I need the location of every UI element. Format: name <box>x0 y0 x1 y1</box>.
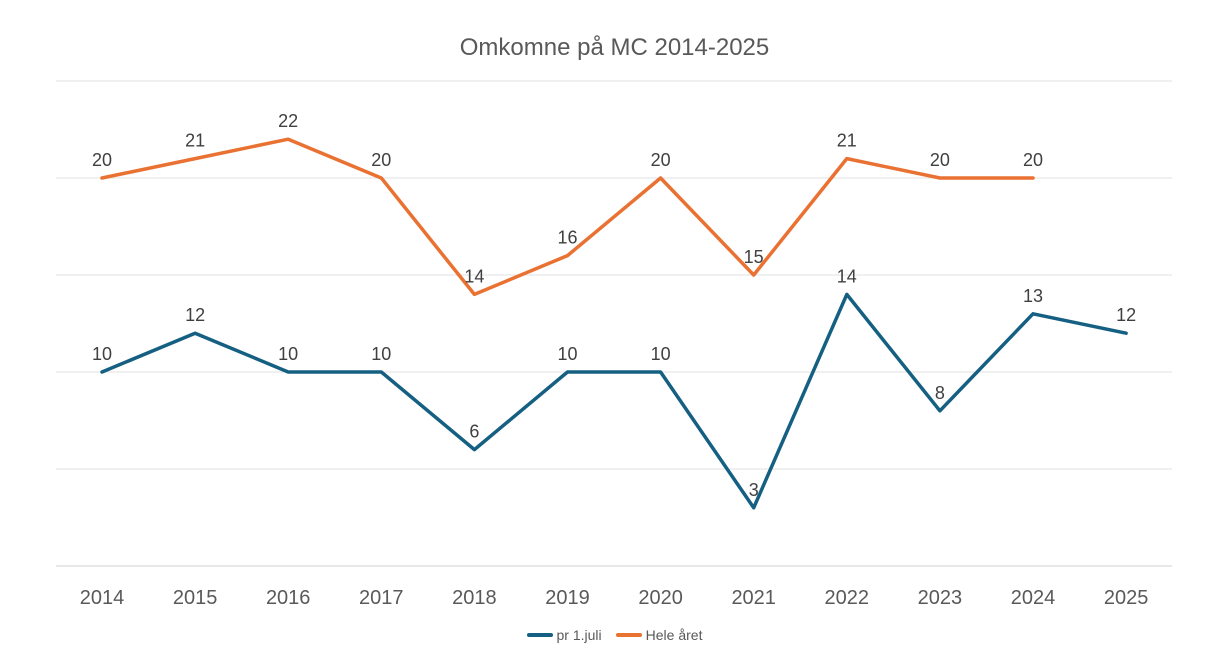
data-label: 22 <box>278 111 298 131</box>
legend-item-hele-aret[interactable]: Hele året <box>615 627 703 643</box>
x-tick-label: 2024 <box>1011 587 1056 609</box>
data-label: 21 <box>837 131 857 151</box>
x-tick-label: 2020 <box>638 587 683 609</box>
data-label: 20 <box>930 150 950 170</box>
x-tick-label: 2023 <box>918 587 963 609</box>
x-tick-label: 2017 <box>359 587 404 609</box>
data-label: 16 <box>557 228 577 248</box>
data-label: 15 <box>744 247 764 267</box>
data-label: 20 <box>371 150 391 170</box>
data-label: 14 <box>837 266 857 286</box>
chart-title: Omkomne på MC 2014-2025 <box>459 34 770 61</box>
series-line-0 <box>100 292 1128 510</box>
x-tick-label: 2016 <box>266 587 311 609</box>
data-label: 12 <box>1116 305 1136 325</box>
data-label: 10 <box>278 344 298 364</box>
data-label: 13 <box>1023 286 1043 306</box>
legend-swatch <box>615 633 642 637</box>
data-label: 10 <box>371 344 391 364</box>
x-tick-label: 2014 <box>80 587 125 609</box>
data-label: 8 <box>935 383 945 403</box>
data-label: 12 <box>185 305 205 325</box>
data-label: 20 <box>1023 150 1043 170</box>
x-tick-label: 2015 <box>173 587 218 609</box>
legend-item-pr-1-juli[interactable]: pr 1.juli <box>526 627 602 643</box>
data-label: 20 <box>651 150 671 170</box>
data-label: 3 <box>749 480 759 500</box>
x-tick-label: 2018 <box>452 587 497 609</box>
legend-label: Hele året <box>645 627 703 643</box>
legend-swatch <box>526 633 553 637</box>
data-label: 14 <box>464 266 484 286</box>
data-label: 10 <box>92 344 112 364</box>
series-line-1 <box>100 137 1035 297</box>
legend-label: pr 1.juli <box>556 627 602 643</box>
data-label: 21 <box>185 131 205 151</box>
x-tick-label: 2022 <box>825 587 870 609</box>
x-tick-label: 2021 <box>731 587 776 609</box>
x-tick-label: 2019 <box>545 587 590 609</box>
legend: pr 1.juli Hele året <box>0 627 1229 643</box>
data-label: 10 <box>651 344 671 364</box>
data-label: 20 <box>92 150 112 170</box>
x-tick-label: 2025 <box>1104 587 1149 609</box>
data-label: 10 <box>557 344 577 364</box>
data-label: 6 <box>469 422 479 442</box>
